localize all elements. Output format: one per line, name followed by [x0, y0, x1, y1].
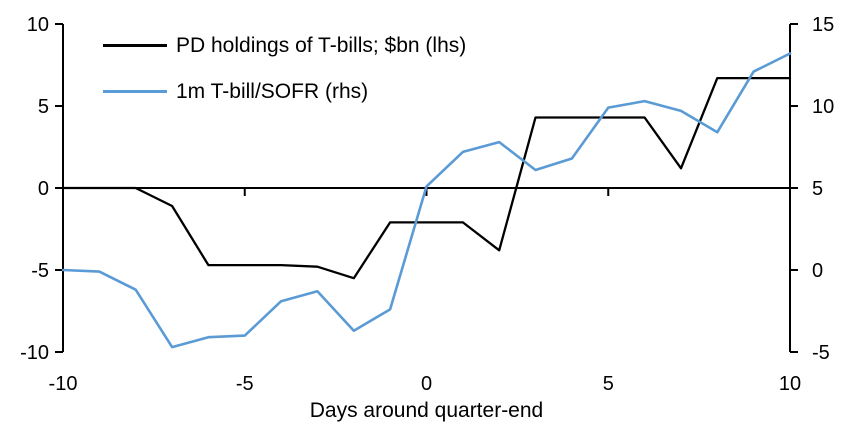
right-axis-tick-label: 5: [812, 178, 823, 200]
pd-holdings-line-sample: [103, 43, 167, 47]
left-axis-tick-label: 0: [38, 178, 49, 200]
x-axis-tick-label: -10: [49, 373, 78, 395]
right-axis-tick-label: 0: [812, 260, 823, 282]
legend-label-tbill-sofr: 1m T-bill/SOFR (rhs): [176, 79, 369, 103]
legend-label-pd-holdings: PD holdings of T-bills; $bn (lhs): [176, 33, 467, 57]
tbill-sofr-line-sample: [103, 89, 167, 93]
legend-item-tbill-sofr: 1m T-bill/SOFR (rhs): [103, 76, 466, 106]
left-axis-tick-label: -5: [31, 260, 49, 282]
right-axis-tick-label: -5: [812, 342, 830, 364]
x-axis-tick-label: 0: [421, 373, 432, 395]
left-axis-tick-label: 10: [27, 14, 49, 36]
x-axis-tick-label: -5: [236, 373, 254, 395]
x-axis-tick-label: 5: [603, 373, 614, 395]
pd-holdings-line: [61, 76, 792, 280]
left-axis-tick-label: 5: [38, 96, 49, 118]
x-axis-title: Days around quarter-end: [309, 399, 544, 422]
left-axis-tick-label: -10: [20, 342, 49, 364]
tbill-sofr-line: [61, 52, 792, 349]
legend: PD holdings of T-bills; $bn (lhs) 1m T-b…: [103, 30, 466, 106]
right-axis-tick-label: 10: [812, 96, 834, 118]
right-axis-tick-label: 15: [812, 14, 834, 36]
x-axis-tick-label: 10: [779, 373, 801, 395]
legend-item-pd-holdings: PD holdings of T-bills; $bn (lhs): [103, 30, 466, 60]
